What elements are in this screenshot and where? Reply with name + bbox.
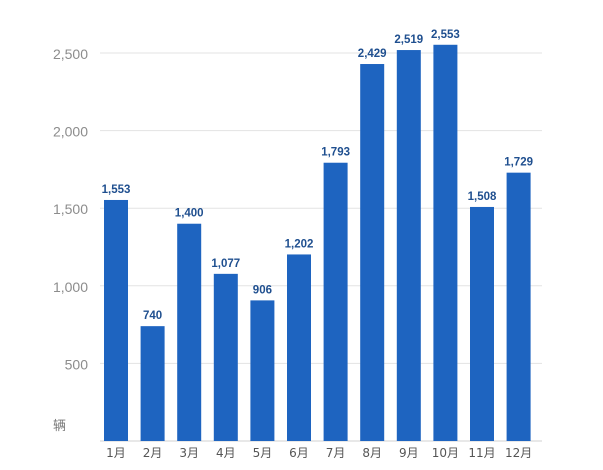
bar-11月 (470, 206, 494, 441)
bar-12月 (506, 172, 531, 442)
x-tick-label: 5月 (253, 446, 273, 460)
data-label: 1,553 (102, 184, 131, 196)
x-tick-label: 1月 (106, 446, 126, 460)
x-tick-label: 2月 (143, 446, 163, 460)
bar-7月 (323, 162, 348, 442)
y-axis-ticks: 500 1,000 1,500 2,000 2,500 (53, 46, 88, 372)
data-label: 1,793 (321, 147, 350, 159)
bar-2月 (140, 326, 165, 441)
data-label: 740 (143, 310, 162, 322)
data-label: 1,400 (175, 208, 204, 220)
data-label: 2,519 (394, 34, 423, 46)
bar-10月 (433, 44, 458, 441)
bar-6月 (287, 254, 311, 441)
x-tick-label: 11月 (468, 446, 495, 460)
y-axis-unit-label: 辆 (53, 419, 66, 434)
bar-4月 (213, 273, 238, 441)
bar-9月 (396, 50, 421, 441)
y-tick-label: 1,500 (53, 201, 88, 217)
data-labels: 1,553 740 1,400 1,077 906 1,202 1,793 2,429 2,51… (102, 29, 533, 322)
x-tick-label: 8月 (362, 446, 382, 460)
x-tick-label: 9月 (399, 446, 419, 460)
bar-3月 (177, 223, 202, 441)
x-tick-label: 3月 (179, 446, 199, 460)
data-label: 2,553 (431, 29, 460, 41)
bar-1月 (104, 199, 128, 441)
bar-5月 (250, 300, 275, 441)
gridlines (100, 52, 542, 442)
y-tick-label: 2,000 (53, 124, 88, 140)
x-tick-label: 6月 (289, 446, 309, 460)
data-label: 1,202 (285, 238, 314, 250)
data-label: 906 (253, 284, 272, 296)
y-tick-label: 2,500 (53, 46, 88, 62)
data-label: 1,729 (504, 157, 533, 169)
data-label: 1,508 (468, 191, 497, 203)
x-axis-ticks: 1月 2月 3月 4月 5月 6月 7月 8月 9月 10月 11月 12月 (106, 446, 532, 460)
y-tick-label: 500 (65, 356, 89, 372)
x-tick-label: 10月 (432, 446, 459, 460)
x-tick-label: 7月 (326, 446, 346, 460)
bars (104, 44, 531, 442)
x-tick-label: 4月 (216, 446, 236, 460)
data-label: 2,429 (358, 48, 387, 60)
y-tick-label: 1,000 (53, 279, 88, 295)
x-tick-label: 12月 (505, 446, 532, 460)
bar-8月 (360, 64, 385, 442)
data-label: 1,077 (211, 258, 240, 270)
